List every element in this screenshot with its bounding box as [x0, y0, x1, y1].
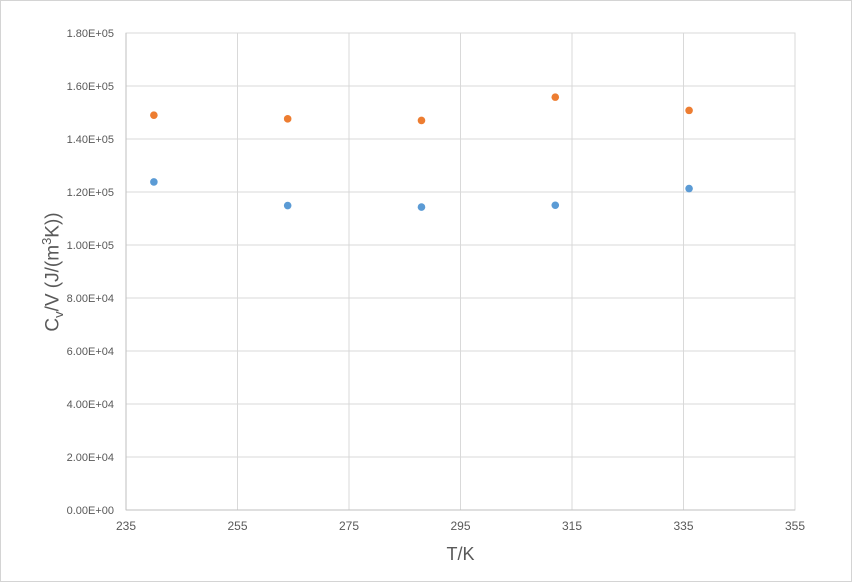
- blue-series-point: [283, 201, 292, 210]
- y-tick-label: 8.00E+04: [67, 293, 114, 305]
- y-tick-label: 1.60E+05: [67, 81, 114, 93]
- blue-series-point: [551, 201, 560, 210]
- orange-series-point: [685, 106, 693, 115]
- orange-series-point: [283, 115, 292, 123]
- y-title-superscript: 3: [39, 237, 54, 245]
- x-tick-label: 295: [450, 519, 470, 533]
- x-tick-label: 335: [673, 519, 693, 533]
- orange-series-point: [417, 116, 426, 125]
- x-tick-label: 315: [562, 519, 582, 533]
- x-tick-label: 355: [785, 519, 805, 533]
- y-tick-label: 1.80E+05: [67, 28, 114, 40]
- x-tick-label: 275: [339, 519, 359, 533]
- blue-series-point: [417, 203, 426, 211]
- y-tick-label: 1.40E+05: [67, 134, 114, 146]
- orange-series-point: [150, 111, 158, 119]
- x-tick-label: 235: [116, 519, 136, 533]
- y-tick-label: 1.00E+05: [67, 240, 114, 252]
- y-tick-label: 2.00E+04: [67, 452, 114, 464]
- x-tick-label: 255: [227, 519, 247, 533]
- y-axis-title: Cv/V (J/(m3K)): [31, 122, 67, 422]
- blue-series-point: [150, 178, 158, 186]
- x-axis-title: T/K: [446, 544, 475, 564]
- y-tick-label: 4.00E+04: [67, 399, 114, 411]
- y-tick-label: 6.00E+04: [67, 346, 114, 358]
- y-tick-label: 1.20E+05: [67, 187, 114, 199]
- blue-series-point: [685, 184, 693, 193]
- y-title-units-right: K)): [42, 212, 64, 238]
- y-title-units-left: /V (J/(m: [42, 244, 64, 312]
- y-tick-label: 0.00E+00: [67, 505, 114, 517]
- y-title-symbol: C: [42, 317, 64, 332]
- orange-series-point: [551, 93, 560, 101]
- y-title-subscript: v: [51, 311, 67, 318]
